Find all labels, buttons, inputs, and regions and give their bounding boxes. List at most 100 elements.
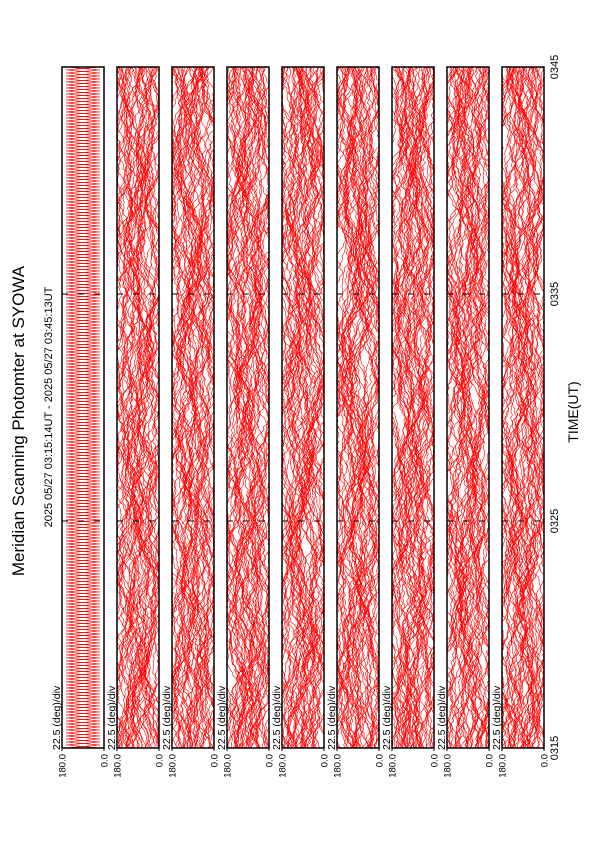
trace <box>193 67 214 748</box>
trace <box>179 67 207 748</box>
trace <box>282 67 303 748</box>
trace <box>187 67 212 748</box>
trace <box>296 67 324 748</box>
trace <box>302 67 324 748</box>
trace <box>355 67 379 748</box>
trace <box>282 67 303 748</box>
traces <box>227 67 269 748</box>
trace <box>346 67 374 748</box>
rotated-plot: Meridian Scanning Photomter at SYOWA 202… <box>9 55 581 778</box>
trace <box>184 67 213 748</box>
y-tick-label: 180.0 <box>223 754 234 778</box>
x-tick-label: 0345 <box>549 55 561 79</box>
trace <box>530 67 544 748</box>
trace <box>449 67 479 748</box>
trace <box>502 67 517 748</box>
trace <box>199 67 214 748</box>
trace <box>240 67 269 748</box>
trace <box>143 67 159 748</box>
traces <box>447 67 489 748</box>
trace <box>235 67 264 748</box>
trace <box>349 67 378 748</box>
trace <box>144 67 159 748</box>
scale-label: 22.5 (deg)/div <box>381 685 393 750</box>
trace <box>515 67 544 748</box>
traces <box>172 67 214 748</box>
trace <box>287 67 315 748</box>
trace <box>198 67 214 748</box>
trace <box>117 67 143 748</box>
trace <box>172 67 199 748</box>
trace <box>254 67 269 748</box>
trace <box>227 67 255 748</box>
trace <box>246 67 269 748</box>
trace <box>524 67 544 748</box>
trace <box>121 67 147 748</box>
trace <box>339 67 369 748</box>
trace <box>344 67 373 748</box>
trace <box>447 67 472 748</box>
x-tick-label: 0315 <box>549 736 561 760</box>
trace <box>360 67 379 748</box>
trace <box>294 67 323 748</box>
trace <box>117 67 133 748</box>
trace <box>196 67 214 748</box>
trace <box>339 67 368 748</box>
trace <box>241 67 269 748</box>
trace <box>409 67 434 748</box>
trace <box>447 67 467 748</box>
trace <box>252 67 269 748</box>
trace <box>227 67 247 748</box>
trace <box>392 67 410 748</box>
y-tick-label: 180.0 <box>168 754 179 778</box>
trace <box>411 67 434 748</box>
trace <box>361 67 379 748</box>
trace <box>418 67 434 748</box>
traces <box>65 67 101 748</box>
trace <box>282 67 298 748</box>
y-tick-label: 0.0 <box>265 754 276 767</box>
trace <box>134 67 158 748</box>
trace <box>363 67 379 748</box>
traces <box>337 67 379 748</box>
trace <box>137 67 159 748</box>
trace <box>182 67 212 748</box>
y-tick-label: 180.0 <box>58 754 69 778</box>
trace <box>284 67 312 748</box>
trace <box>181 67 209 748</box>
trace <box>131 67 159 748</box>
trace <box>455 67 483 748</box>
y-tick-label: 0.0 <box>375 754 386 767</box>
trace <box>184 67 212 748</box>
trace <box>172 67 190 748</box>
trace <box>392 67 412 748</box>
trace <box>128 67 154 748</box>
trace <box>142 67 159 748</box>
trace <box>348 67 377 748</box>
trace <box>197 67 214 748</box>
trace <box>172 67 197 748</box>
trace <box>231 67 260 748</box>
trace <box>243 67 269 748</box>
x-axis-label: TIME(UT) <box>565 381 581 442</box>
scale-label: 22.5 (deg)/div <box>271 685 283 750</box>
trace <box>177 67 207 748</box>
trace <box>118 67 146 748</box>
trace <box>130 67 159 748</box>
trace <box>142 67 159 748</box>
y-tick-label: 180.0 <box>498 754 509 778</box>
scale-label: 22.5 (deg)/div <box>436 685 448 750</box>
trace <box>174 67 203 748</box>
scale-label: 22.5 (deg)/div <box>216 685 228 750</box>
trace <box>284 67 310 748</box>
x-tick-label: 0335 <box>549 282 561 306</box>
trace <box>514 67 542 748</box>
trace <box>392 67 411 748</box>
trace <box>172 67 193 748</box>
trace <box>447 67 473 748</box>
trace <box>195 67 214 748</box>
trace <box>419 67 434 748</box>
y-tick-label: 0.0 <box>155 754 166 767</box>
trace <box>232 67 257 748</box>
trace <box>238 67 267 748</box>
